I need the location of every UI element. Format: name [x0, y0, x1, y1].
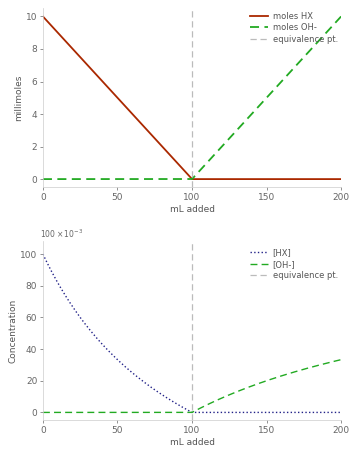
[HX]: [339, 410, 343, 415]
moles HX: [190, 177, 194, 182]
moles HX: [56, 30, 60, 36]
[HX]: [190, 410, 194, 415]
[OH-]: [330, 359, 335, 364]
[HX]: [178, 403, 182, 409]
X-axis label: mL added: mL added: [169, 438, 214, 447]
[HX]: [276, 410, 280, 415]
[OH-]: [178, 410, 182, 415]
Text: $100\times10^{-3}$: $100\times10^{-3}$: [40, 227, 83, 240]
moles HX: [330, 177, 335, 182]
[HX]: [186, 408, 190, 413]
[OH-]: [276, 374, 280, 380]
[OH-]: [330, 359, 334, 364]
Line: moles OH-: moles OH-: [43, 16, 341, 179]
equivalence pt.: [190, 177, 194, 182]
moles OH-: [330, 23, 335, 29]
moles HX: [276, 177, 280, 182]
moles OH-: [41, 177, 45, 182]
moles OH-: [339, 14, 343, 19]
X-axis label: mL added: mL added: [169, 205, 214, 213]
[HX]: [330, 410, 335, 415]
moles HX: [178, 163, 182, 169]
moles OH-: [56, 177, 60, 182]
Y-axis label: Concentration: Concentration: [8, 299, 17, 363]
Y-axis label: millimoles: millimoles: [14, 75, 23, 121]
moles HX: [339, 177, 343, 182]
[OH-]: [56, 410, 60, 415]
[HX]: [56, 281, 60, 286]
moles OH-: [330, 23, 334, 29]
equivalence pt.: [190, 408, 194, 414]
moles HX: [330, 177, 335, 182]
[OH-]: [339, 357, 343, 362]
moles HX: [41, 14, 45, 19]
moles OH-: [276, 83, 280, 88]
[OH-]: [41, 410, 45, 415]
Line: [HX]: [HX]: [43, 254, 341, 412]
Legend: moles HX, moles OH-, equivalence pt.: moles HX, moles OH-, equivalence pt.: [248, 10, 339, 46]
[OH-]: [186, 410, 190, 415]
Legend: [HX], [OH-], equivalence pt.: [HX], [OH-], equivalence pt.: [248, 247, 339, 282]
[HX]: [41, 251, 45, 257]
moles OH-: [186, 177, 190, 182]
equivalence pt.: [190, 410, 194, 415]
[HX]: [330, 410, 335, 415]
moles HX: [186, 172, 190, 177]
Line: moles HX: moles HX: [43, 16, 341, 179]
equivalence pt.: [190, 160, 194, 166]
Line: [OH-]: [OH-]: [43, 359, 341, 412]
moles OH-: [178, 177, 182, 182]
